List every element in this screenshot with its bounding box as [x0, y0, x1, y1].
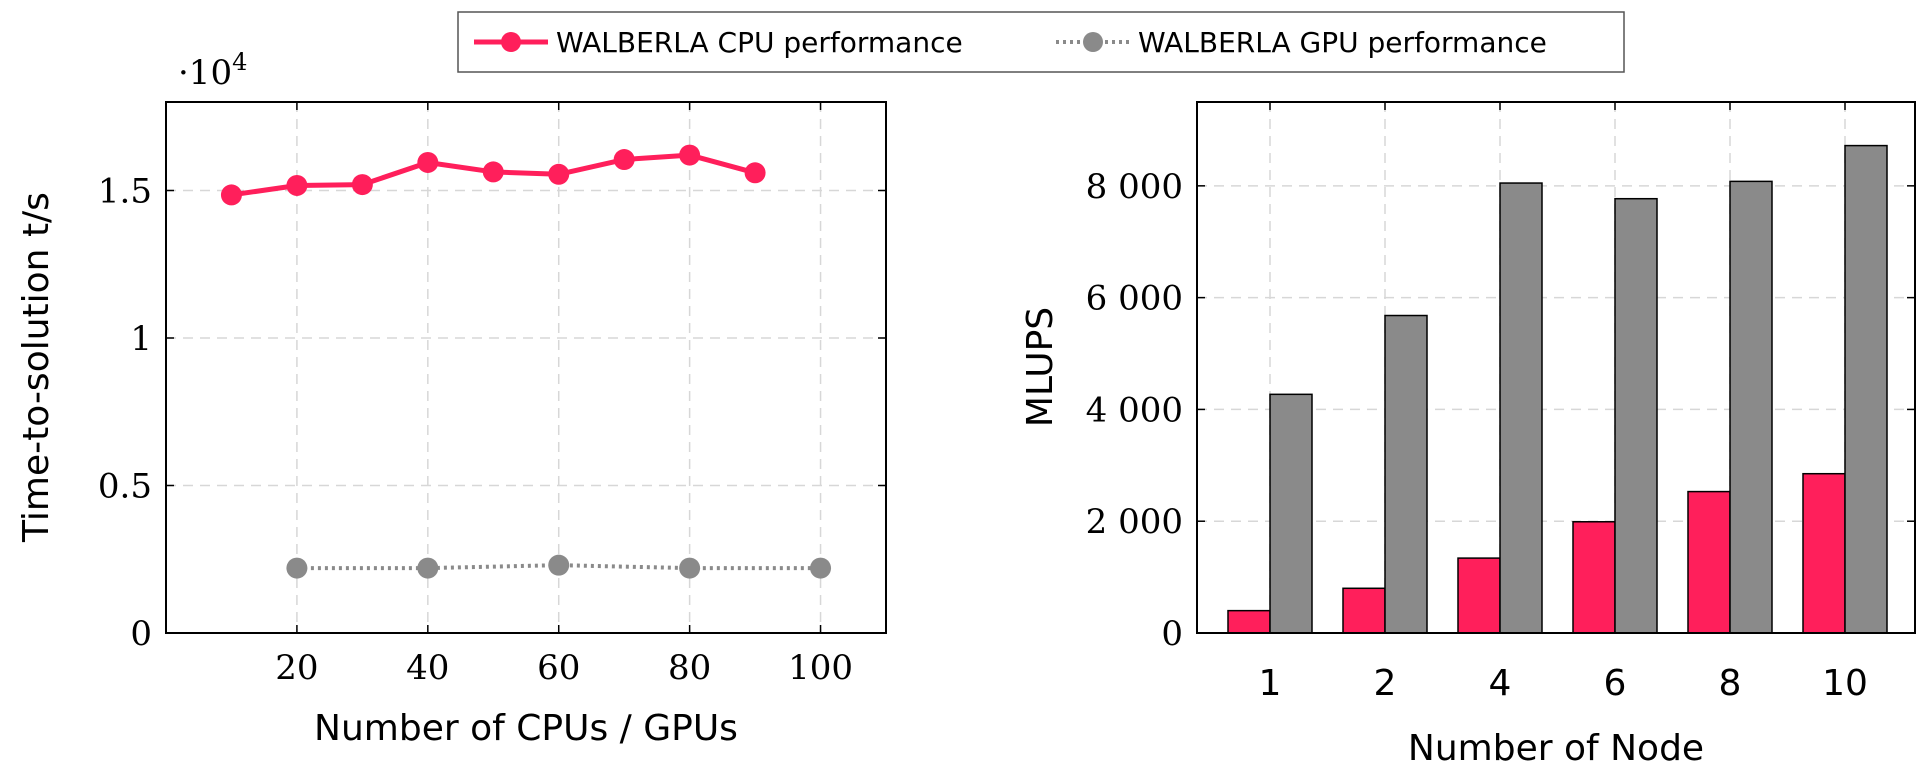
- left-y-tick-label: 0.5: [98, 467, 152, 507]
- legend: WALBERLA CPU performance WALBERLA GPU pe…: [457, 11, 1625, 73]
- bar-cpu: [1342, 587, 1386, 634]
- left-y-tick-label: 0: [130, 614, 152, 654]
- point-cpu: [744, 162, 766, 184]
- point-gpu: [679, 557, 701, 579]
- left-plot-frame: [165, 101, 887, 634]
- left-y-tick-label: 1: [130, 319, 152, 359]
- point-cpu: [679, 144, 701, 166]
- point-cpu: [548, 163, 570, 185]
- point-gpu: [548, 554, 570, 576]
- bar-cpu: [1457, 557, 1501, 634]
- left-y-axis-label: Time-to-solution t/s: [16, 192, 57, 543]
- left-x-axis-label: Number of CPUs / GPUs: [314, 708, 738, 749]
- right-y-tick-label: 0: [1161, 614, 1183, 654]
- right-x-tick-label: 10: [1822, 663, 1868, 704]
- legend-gpu-marker: [1083, 32, 1103, 52]
- right-plot-frame: [1196, 101, 1916, 634]
- left-y-tick-label: 1.5: [98, 172, 152, 212]
- right-x-tick-label: 4: [1489, 663, 1512, 704]
- left-series: [220, 144, 832, 579]
- mlups-chart: 1 2 4 6 8 10 0 2 000 4 000 6 000 8 000 Number of N…: [1020, 101, 1916, 769]
- right-y-tick-label: 2 000: [1086, 502, 1183, 542]
- point-gpu: [286, 557, 308, 579]
- left-y-multiplier: ·104: [178, 48, 247, 93]
- point-gpu: [417, 557, 439, 579]
- bar-gpu: [1729, 180, 1773, 634]
- right-x-tick-label: 1: [1259, 663, 1282, 704]
- point-cpu: [613, 149, 635, 171]
- legend-item-gpu: WALBERLA GPU performance: [1056, 26, 1547, 59]
- legend-gpu-label: WALBERLA GPU performance: [1138, 26, 1547, 59]
- bar-cpu: [1687, 490, 1731, 634]
- right-y-axis-label: MLUPS: [1020, 307, 1061, 427]
- bar-gpu: [1269, 393, 1313, 634]
- right-y-tick-label: 6 000: [1086, 279, 1183, 319]
- point-cpu: [351, 174, 373, 196]
- point-cpu: [220, 184, 242, 206]
- bar-gpu: [1384, 314, 1428, 634]
- left-x-tick-label: 80: [668, 648, 711, 688]
- right-y-tick-label: 8 000: [1086, 167, 1183, 207]
- left-ticks: 20 40 60 80 100 0 0.5 1 1.5: [98, 102, 886, 688]
- legend-cpu-marker: [501, 32, 521, 52]
- left-x-tick-label: 60: [537, 648, 580, 688]
- time-to-solution-chart: 20 40 60 80 100 0 0.5 1 1.5 ·104 Number of CPUs …: [16, 48, 887, 749]
- right-x-tick-label: 8: [1719, 663, 1742, 704]
- bar-gpu: [1614, 197, 1658, 634]
- left-x-tick-label: 100: [788, 648, 853, 688]
- bar-cpu: [1227, 609, 1271, 634]
- right-bars: [1227, 144, 1888, 634]
- left-x-tick-label: 40: [406, 648, 449, 688]
- left-grid: [166, 102, 886, 633]
- point-cpu: [482, 161, 504, 183]
- point-cpu: [417, 151, 439, 173]
- legend-cpu-label: WALBERLA CPU performance: [556, 26, 963, 59]
- bar-gpu: [1844, 144, 1888, 634]
- legend-box: [457, 11, 1625, 73]
- right-x-tick-label: 6: [1604, 663, 1627, 704]
- point-cpu: [286, 174, 308, 196]
- bar-gpu: [1499, 182, 1543, 634]
- point-gpu: [810, 557, 832, 579]
- left-x-tick-label: 20: [275, 648, 318, 688]
- bar-cpu: [1802, 472, 1846, 634]
- right-x-axis-label: Number of Node: [1408, 728, 1704, 769]
- bar-cpu: [1572, 521, 1616, 634]
- legend-item-cpu: WALBERLA CPU performance: [474, 26, 963, 59]
- right-y-tick-label: 4 000: [1086, 390, 1183, 430]
- right-x-tick-label: 2: [1374, 663, 1397, 704]
- right-ticks: 1 2 4 6 8 10 0 2 000 4 000 6 000 8 000: [1086, 102, 1915, 704]
